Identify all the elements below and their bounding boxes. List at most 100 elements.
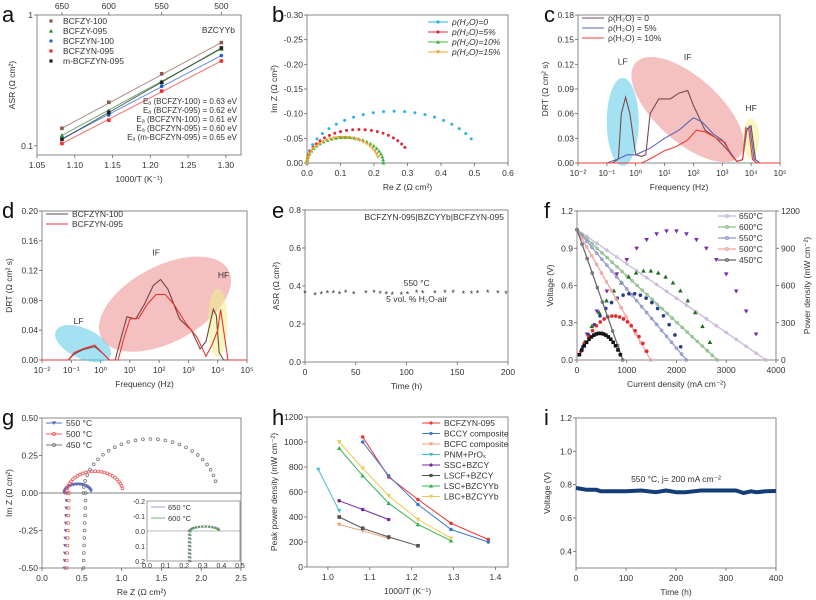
data-point (339, 130, 343, 134)
data-point (598, 314, 602, 318)
data-point (82, 485, 86, 489)
data-point: * (476, 289, 480, 299)
data-point (609, 300, 614, 305)
x-tick-label: 0.3 (402, 168, 414, 178)
data-point (601, 332, 606, 336)
x-tick-label: 0 (574, 573, 579, 583)
data-point (65, 543, 70, 548)
data-point (320, 132, 324, 136)
legend-entry: 450 °C (66, 440, 92, 450)
y-tick-label: 0.00 (21, 488, 38, 498)
data-point (428, 452, 434, 457)
data-point: * (364, 289, 368, 299)
data-point: * (303, 289, 307, 299)
legend-entry: LSC+BZCYYb (444, 481, 499, 491)
inset-x-tick: 0.3 (198, 563, 208, 570)
y-tick-label: 0.20 (21, 206, 38, 216)
data-point (595, 251, 599, 256)
x-tick-label: 300 (719, 573, 733, 583)
atmosphere-annotation: 5 vol. % H₂O-air (386, 294, 447, 304)
x-tick-label: 10⁴ (211, 365, 224, 375)
data-point (306, 155, 311, 159)
data-point (710, 353, 715, 358)
panel-label-e: e (272, 198, 284, 223)
y-tick-label: 0.9 (561, 243, 573, 253)
y-axis-label: Peak power density (mW cm⁻²) (269, 433, 279, 551)
x-tick-label: 1.15 (104, 160, 121, 170)
series-line (338, 516, 419, 547)
inset-x-tick: 0.1 (161, 563, 171, 570)
data-point (96, 457, 100, 462)
panel-label-g: g (2, 405, 14, 430)
data-point (360, 440, 365, 444)
data-point (725, 246, 730, 251)
data-point (663, 274, 668, 279)
data-point: * (391, 290, 395, 300)
data-point (589, 253, 594, 258)
ea-label: Eₐ (BCFZY-100) = 0.63 eV (143, 97, 238, 106)
data-point (101, 452, 105, 457)
data-point (59, 133, 65, 138)
data-point (360, 526, 365, 531)
data-point (371, 143, 376, 148)
x-tick-label: 1.30 (218, 160, 235, 170)
data-point (694, 238, 699, 243)
iv-curve (576, 229, 652, 361)
data-point (343, 118, 347, 122)
data-point (661, 314, 666, 318)
data-point (606, 335, 611, 339)
data-point (614, 272, 620, 277)
data-point (188, 551, 192, 555)
data-point (614, 297, 619, 301)
data-point (667, 322, 671, 327)
data-point (322, 136, 326, 140)
data-point (320, 140, 325, 144)
data-point (141, 437, 145, 442)
data-point (685, 330, 690, 334)
x-tick-label: 2.5 (235, 573, 247, 583)
data-point (416, 543, 420, 548)
data-point (415, 517, 421, 522)
y-tick-label: 1.2 (560, 413, 572, 423)
data-point (381, 157, 386, 162)
panel-c-chart: 10⁻² 10⁻¹ 10⁰ 10¹ 10² 10³ 10⁴ 10⁵ 0.00 0.03 0.06 0.… (540, 10, 786, 192)
data-point (91, 462, 96, 467)
data-point (629, 324, 634, 328)
data-point (309, 149, 314, 154)
data-point (188, 533, 192, 536)
data-point (317, 142, 322, 146)
y-tick-label: 0.6 (560, 513, 572, 523)
top-tick-label: 550 (155, 1, 169, 11)
data-point (204, 524, 208, 528)
data-point (433, 115, 437, 119)
data-point (634, 246, 639, 251)
data-point (381, 161, 386, 165)
x-tick-label: 0.0 (36, 573, 48, 583)
y-axis-label: Voltage (V) (545, 264, 555, 306)
plot-frame (41, 210, 248, 361)
y-tick-label: 600 (781, 281, 795, 291)
data-point (670, 280, 676, 285)
data-point (65, 551, 69, 555)
data-point (700, 324, 705, 329)
data-point (391, 136, 395, 140)
data-point (637, 334, 641, 339)
legend-entry: BCFZYN-095 (72, 219, 123, 229)
x-tick-label: 10⁴ (745, 168, 758, 178)
data-point (315, 137, 319, 141)
top-tick-label: 600 (102, 1, 116, 11)
inset-y-tick: 0.0 (135, 529, 145, 536)
data-point (599, 271, 604, 275)
data-point (200, 457, 205, 462)
y-tick-label: -0.05 (284, 133, 304, 143)
data-point (184, 445, 188, 450)
y-tick-label: 800 (289, 462, 303, 472)
data-point (644, 349, 649, 354)
y-tick-label: 0.0 (289, 357, 301, 367)
region-label: IF (684, 52, 692, 62)
data-point: * (338, 290, 342, 300)
inset-chart: 0.0 0.1 0.2 0.3 0.4 0.5 -0.2 -0.1 0.0 0.1 0.2 650 °… (133, 499, 245, 570)
y-axis-label: Voltage (V) (542, 472, 552, 514)
fit-line (61, 55, 222, 140)
annotation-bzcyyb: BZCYYb (202, 25, 235, 35)
